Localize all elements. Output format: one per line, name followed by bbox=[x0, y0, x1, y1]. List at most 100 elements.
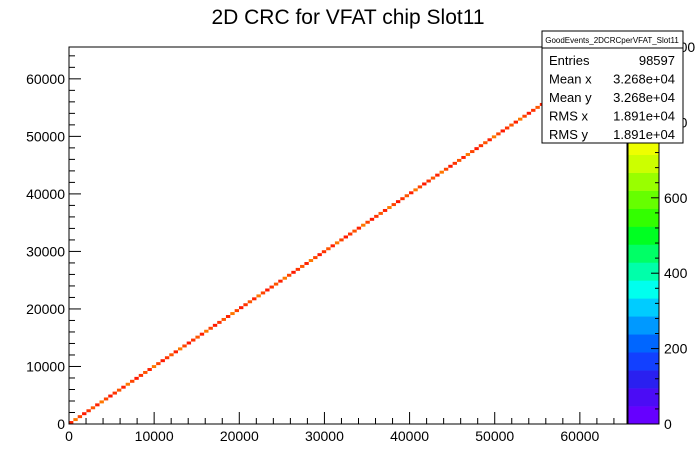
diagonal-bin bbox=[387, 206, 392, 209]
plot-frame bbox=[68, 46, 628, 425]
diagonal-bin bbox=[304, 262, 309, 265]
diagonal-bin bbox=[225, 315, 231, 318]
diagonal-bin bbox=[108, 394, 113, 398]
diagonal-bin bbox=[483, 141, 488, 145]
palette-segment bbox=[628, 352, 659, 371]
x-tick-label: 10000 bbox=[135, 428, 174, 444]
diagonal-bin bbox=[430, 176, 436, 180]
diagonal-bin bbox=[504, 126, 510, 130]
diagonal-bin bbox=[177, 347, 183, 351]
x-tick-label: 40000 bbox=[390, 428, 429, 444]
diagonal-bin bbox=[365, 220, 370, 224]
diagonal-bin bbox=[195, 335, 200, 339]
diagonal-bin bbox=[352, 229, 357, 233]
palette-segment bbox=[628, 388, 659, 407]
palette-segment bbox=[628, 406, 659, 425]
diagonal-bin bbox=[112, 391, 117, 395]
diagonal-bin bbox=[221, 317, 226, 321]
diagonal-bin bbox=[82, 412, 87, 416]
stats-value: 1.891e+04 bbox=[613, 127, 675, 142]
diagonal-bin bbox=[191, 338, 196, 342]
diagonal-bin bbox=[116, 388, 122, 392]
diagonal-bin bbox=[330, 244, 335, 248]
diagonal-bin bbox=[426, 179, 431, 183]
diagonal-bin bbox=[361, 223, 366, 227]
diagonal-bin bbox=[291, 270, 296, 274]
diagonal-bin bbox=[147, 368, 152, 371]
diagonal-bin bbox=[239, 306, 244, 310]
stats-label: RMS x bbox=[549, 109, 589, 124]
z-tick-label: 400 bbox=[664, 265, 688, 281]
diagonal-bin bbox=[99, 400, 104, 404]
diagonal-bin bbox=[356, 226, 362, 230]
palette-segment bbox=[628, 262, 659, 281]
palette-segment bbox=[628, 280, 659, 299]
diagonal-bin bbox=[313, 256, 318, 260]
diagonal-bin bbox=[448, 164, 453, 168]
stats-title: GoodEvents_2DCRCperVFAT_Slot11 bbox=[545, 36, 679, 45]
diagonal-bin bbox=[522, 114, 527, 118]
diagonal-bin bbox=[247, 300, 253, 304]
diagonal-bin bbox=[417, 185, 423, 189]
diagonal-bin bbox=[374, 214, 379, 218]
x-tick-label: 50000 bbox=[475, 428, 514, 444]
diagonal-bin bbox=[491, 135, 497, 139]
stats-label: Mean y bbox=[549, 90, 592, 105]
diagonal-bin bbox=[348, 232, 353, 236]
diagonal-bin bbox=[286, 273, 292, 277]
diagonal-bin bbox=[77, 415, 83, 419]
stats-frame bbox=[541, 30, 684, 144]
diagonal-bin bbox=[282, 276, 287, 280]
diagonal-bin bbox=[531, 108, 536, 112]
diagonal-bin bbox=[513, 120, 519, 124]
diagonal-bin bbox=[208, 326, 213, 330]
y-axis: 0 10000 20000 30000 40000 50000 60000 bbox=[26, 55, 81, 432]
diagonal-bin bbox=[230, 312, 235, 316]
diagonal-bin bbox=[422, 182, 427, 186]
diagonal-bin bbox=[339, 238, 344, 242]
diagonal-bin bbox=[243, 303, 248, 307]
stats-value: 3.268e+04 bbox=[613, 72, 675, 87]
diagonal-bin bbox=[474, 147, 479, 151]
diagonal-bin bbox=[317, 253, 322, 257]
diagonal-bin bbox=[496, 132, 501, 136]
diagonal-bin bbox=[509, 123, 514, 127]
diagonal-bin bbox=[121, 385, 126, 389]
diagonal-bin bbox=[204, 329, 209, 333]
diagonal-bin bbox=[169, 353, 174, 357]
diagonal-bin bbox=[265, 288, 270, 292]
palette-segment bbox=[628, 226, 659, 245]
x-tick-label: 30000 bbox=[305, 428, 344, 444]
z-tick-label: 0 bbox=[664, 416, 672, 432]
diagonal-bin bbox=[138, 373, 144, 377]
diagonal-bin bbox=[465, 153, 471, 156]
palette-segment bbox=[628, 370, 659, 389]
diagonal-bin bbox=[382, 208, 388, 212]
diagonal-bin bbox=[404, 194, 410, 198]
chart-title: 2D CRC for VFAT chip Slot11 bbox=[211, 6, 484, 29]
diagonal-bin bbox=[86, 409, 91, 413]
stats-value: 3.268e+04 bbox=[613, 90, 675, 105]
y-tick-label: 50000 bbox=[26, 128, 65, 144]
diagonal-bin bbox=[199, 332, 205, 336]
diagonal-bin bbox=[518, 117, 523, 121]
stats-label: RMS y bbox=[549, 127, 589, 142]
diagonal-bin bbox=[439, 170, 444, 174]
diagonal-bin bbox=[260, 291, 266, 295]
diagonal-bin bbox=[269, 285, 274, 289]
diagonal-bin bbox=[164, 356, 170, 360]
diagonal-bin bbox=[461, 155, 466, 159]
diagonal-bin bbox=[435, 173, 440, 177]
diagonal-bin bbox=[69, 421, 74, 424]
diagonal-bin bbox=[391, 203, 396, 207]
stats-value: 1.891e+04 bbox=[613, 109, 675, 124]
diagonal-bin bbox=[130, 379, 135, 383]
z-tick-label: 600 bbox=[664, 190, 688, 206]
diagonal-bin bbox=[300, 264, 305, 268]
diagonal-bin bbox=[90, 406, 96, 410]
diagonal-bin bbox=[73, 418, 78, 422]
diagonal-bin bbox=[134, 376, 139, 380]
diagonal-bin bbox=[321, 250, 327, 254]
diagonal-bin bbox=[234, 309, 240, 313]
diagonal-bin bbox=[378, 211, 383, 215]
